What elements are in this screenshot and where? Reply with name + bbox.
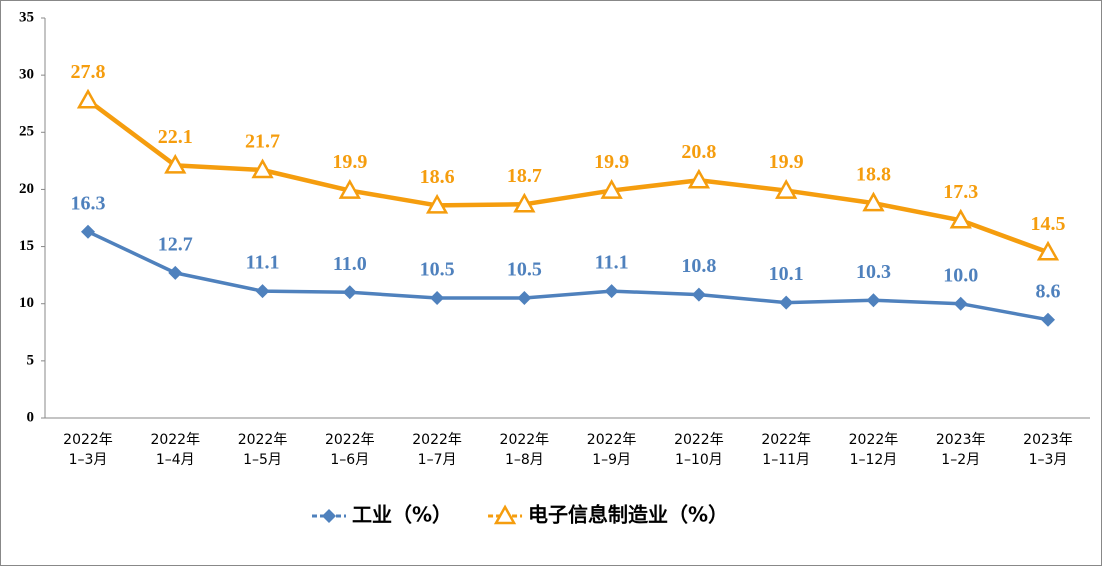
data-label: 27.8 (71, 61, 106, 83)
legend-marker (493, 504, 517, 525)
data-label: 22.1 (158, 126, 193, 148)
point (81, 224, 95, 239)
x-tick-label: 2022年 1–8月 (499, 432, 550, 468)
y-tick-label: 0 (27, 409, 35, 425)
x-tick-label: 2022年 1–9月 (586, 432, 637, 468)
point (1041, 312, 1055, 327)
data-label: 11.1 (246, 252, 280, 274)
data-label: 10.0 (943, 264, 978, 286)
point (604, 284, 619, 299)
legend-marker (322, 509, 336, 523)
point (513, 192, 536, 213)
point (430, 291, 445, 305)
x-tick-label: 2022年 1–7月 (412, 432, 462, 468)
point (953, 296, 968, 311)
point (425, 193, 449, 214)
data-label: 11.0 (333, 253, 367, 275)
data-label: 19.9 (594, 151, 629, 173)
y-tick-label: 5 (27, 352, 35, 368)
x-tick-label: 2022年 1–12月 (848, 432, 899, 468)
series-line (86, 98, 1049, 255)
data-label: 16.3 (71, 192, 106, 214)
point (775, 179, 798, 199)
y-tick-label: 20 (19, 181, 34, 197)
data-label: 17.3 (943, 181, 978, 203)
x-tick-label: 2023年 1–3月 (1023, 432, 1073, 468)
data-label: 18.6 (420, 166, 455, 188)
point (1036, 240, 1060, 261)
data-label: 18.7 (507, 165, 542, 187)
point (255, 284, 270, 299)
point (338, 179, 361, 199)
point (164, 153, 187, 174)
data-label: 19.9 (769, 151, 804, 173)
point (76, 88, 100, 109)
x-tick-label: 2022年 1–3月 (63, 432, 113, 468)
x-tick-label: 2022年 1–11月 (761, 432, 811, 468)
data-label: 10.1 (769, 263, 804, 285)
point (342, 285, 357, 300)
point (251, 158, 274, 179)
point (691, 287, 706, 302)
y-tick-label: 10 (19, 295, 34, 311)
data-label: 14.5 (1031, 213, 1066, 235)
point (866, 293, 881, 308)
data-label: 8.6 (1036, 280, 1061, 302)
y-tick-label: 15 (19, 238, 34, 254)
y-tick-label: 30 (19, 67, 34, 83)
data-label: 18.8 (856, 164, 891, 186)
data-label: 10.3 (856, 261, 891, 283)
point (168, 265, 183, 280)
x-tick-label: 2022年 1–4月 (150, 432, 201, 468)
x-tick-label: 2022年 1–10月 (674, 432, 724, 468)
x-tick-label: 2023年 1–2月 (935, 432, 986, 468)
point (949, 208, 972, 229)
legend-label: 电子信息制造业（%） (528, 503, 728, 527)
data-label: 10.5 (420, 259, 455, 281)
point (779, 295, 794, 310)
data-label: 10.5 (507, 259, 542, 281)
point (600, 179, 623, 199)
x-tick-label: 2022年 1–5月 (237, 432, 288, 468)
point (517, 291, 532, 305)
y-tick-label: 25 (19, 124, 34, 140)
data-label: 19.9 (332, 151, 367, 173)
series-line (87, 230, 1049, 322)
data-label: 10.8 (681, 255, 716, 277)
point (687, 168, 711, 189)
data-label: 20.8 (681, 141, 716, 163)
y-tick-label: 35 (19, 9, 34, 25)
x-tick-label: 2022年 1–6月 (324, 432, 375, 468)
data-label: 12.7 (158, 233, 193, 255)
legend-label: 工业（%） (352, 503, 452, 527)
data-label: 11.1 (595, 252, 629, 274)
data-label: 21.7 (245, 131, 280, 153)
point (862, 191, 885, 212)
